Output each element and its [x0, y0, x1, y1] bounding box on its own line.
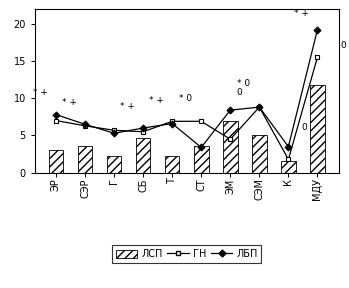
Bar: [310, 85, 325, 173]
Text: * +: * +: [149, 96, 164, 105]
Text: * +: * +: [62, 98, 76, 107]
Text: * 0: * 0: [237, 79, 250, 88]
Legend: ЛСП, ГН, ЛБП: ЛСП, ГН, ЛБП: [112, 245, 261, 263]
Text: 0: 0: [236, 88, 242, 97]
Bar: [78, 146, 92, 173]
Bar: [194, 146, 208, 173]
Bar: [281, 161, 296, 173]
Bar: [49, 150, 63, 173]
Bar: [165, 156, 179, 173]
Bar: [136, 139, 150, 173]
Text: * +: * +: [32, 88, 47, 97]
Text: 0: 0: [302, 123, 307, 132]
Text: 0: 0: [341, 41, 347, 50]
Text: * +: * +: [120, 102, 135, 111]
Bar: [107, 156, 121, 173]
Text: * +: * +: [294, 9, 309, 18]
Bar: [223, 121, 238, 173]
Text: * 0: * 0: [179, 94, 192, 103]
Bar: [252, 135, 267, 173]
